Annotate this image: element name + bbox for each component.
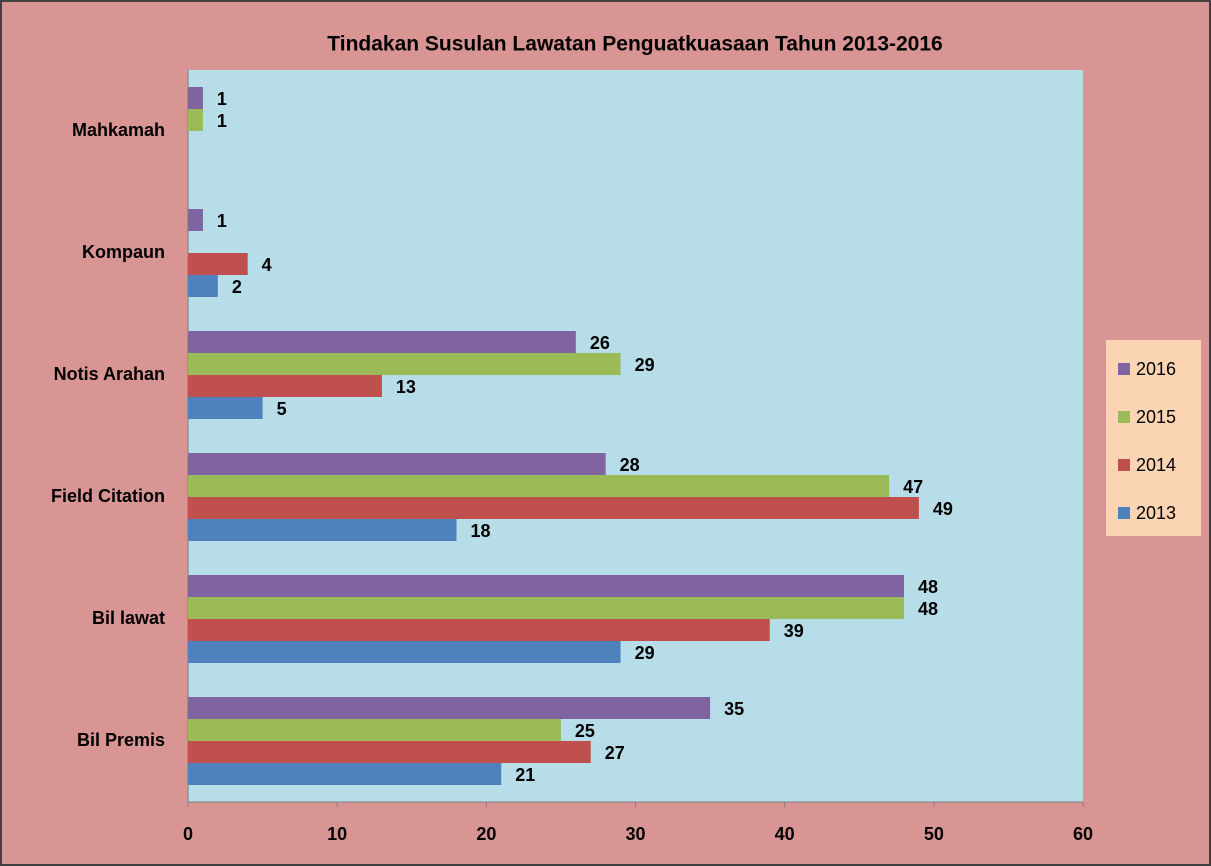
data-label: 39 [784,621,804,641]
data-label: 47 [903,477,923,497]
data-label: 27 [605,743,625,763]
x-tick-label: 40 [775,824,795,844]
bar [188,453,606,475]
bar [188,475,890,497]
bar [188,275,218,297]
legend-label: 2014 [1136,455,1176,475]
data-label: 13 [396,377,416,397]
bar [188,597,904,619]
data-label: 4 [262,255,272,275]
legend-label: 2016 [1136,359,1176,379]
bar [188,575,904,597]
bar [188,497,919,519]
plot-area [188,70,1083,802]
data-label: 29 [635,355,655,375]
bar [188,619,770,641]
bar [188,519,457,541]
bar [188,87,203,109]
bar [188,741,591,763]
data-label: 5 [277,399,287,419]
data-label: 2 [232,277,242,297]
y-tick-label: Kompaun [82,242,165,262]
bar [188,353,621,375]
data-label: 1 [217,211,227,231]
bar [188,763,502,785]
data-label: 49 [933,499,953,519]
bar [188,109,203,131]
data-label: 35 [724,699,744,719]
bar [188,253,248,275]
data-label: 21 [515,765,535,785]
x-tick-label: 30 [625,824,645,844]
legend-swatch [1118,363,1130,375]
bar [188,697,711,719]
data-label: 29 [635,643,655,663]
bar [188,397,263,419]
y-tick-label: Notis Arahan [54,364,165,384]
x-tick-label: 20 [476,824,496,844]
data-label: 48 [918,599,938,619]
bar [188,331,576,353]
chart-title: Tindakan Susulan Lawatan Penguatkuasaan … [327,33,942,56]
legend-swatch [1118,411,1130,423]
legend-swatch [1118,507,1130,519]
legend-label: 2015 [1136,407,1176,427]
bar [188,209,203,231]
x-tick-label: 0 [183,824,193,844]
data-label: 1 [217,89,227,109]
bar [188,375,382,397]
data-label: 25 [575,721,595,741]
bar [188,719,561,741]
x-tick-label: 50 [924,824,944,844]
legend-label: 2013 [1136,503,1176,523]
y-tick-label: Field Citation [51,486,165,506]
legend-swatch [1118,459,1130,471]
data-label: 1 [217,111,227,131]
y-tick-label: Mahkamah [72,120,165,140]
data-label: 18 [471,521,491,541]
x-tick-label: 10 [327,824,347,844]
y-tick-label: Bil lawat [92,608,165,628]
bar [188,641,621,663]
x-tick-label: 60 [1073,824,1093,844]
data-label: 26 [590,333,610,353]
data-label: 48 [918,577,938,597]
y-tick-label: Bil Premis [77,730,165,750]
data-label: 28 [620,455,640,475]
